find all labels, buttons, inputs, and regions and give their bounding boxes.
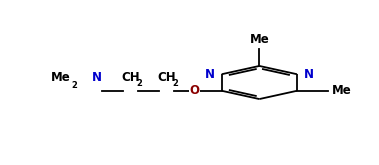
Text: CH: CH [157,71,175,84]
Text: 2: 2 [172,79,178,88]
Text: CH: CH [121,71,140,84]
Text: Me: Me [332,84,351,97]
Text: N: N [91,71,102,84]
Text: 2: 2 [72,81,78,90]
Text: Me: Me [51,71,71,84]
Text: N: N [304,68,314,81]
Text: O: O [190,84,200,97]
Text: Me: Me [249,33,269,46]
Text: 2: 2 [136,79,142,88]
Text: N: N [205,68,215,81]
